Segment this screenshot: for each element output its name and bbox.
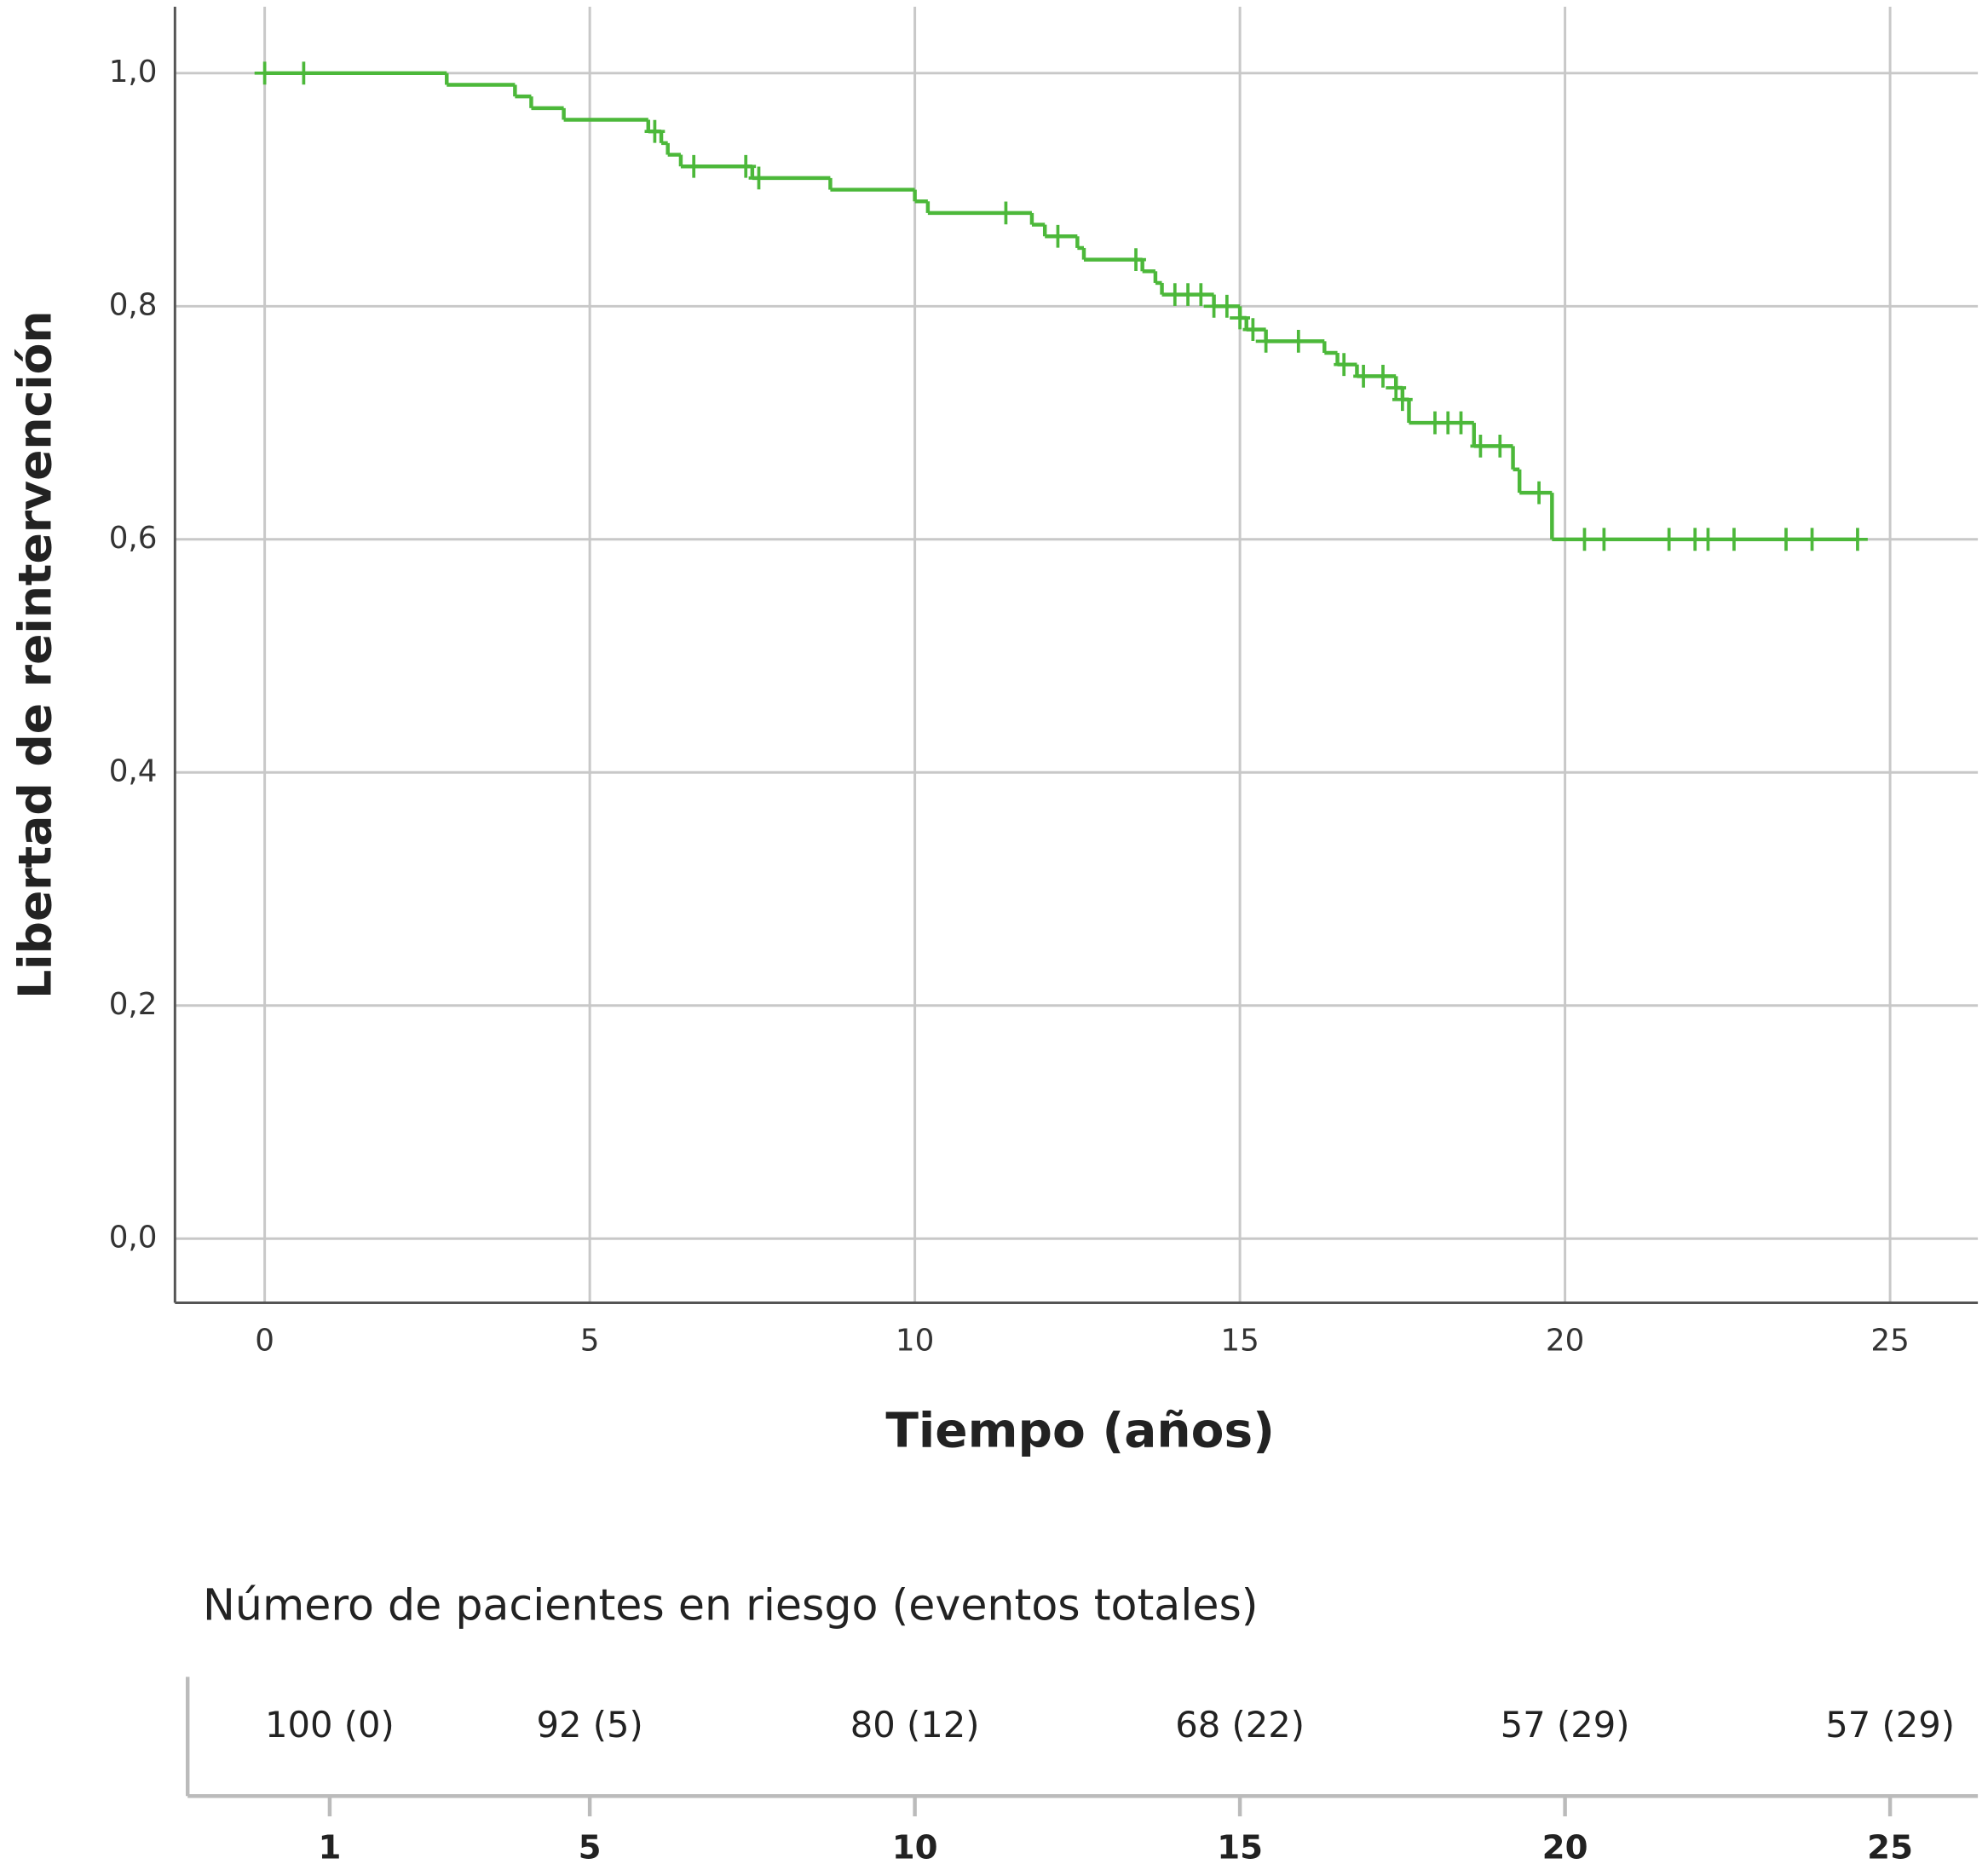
censor-mark bbox=[1126, 248, 1146, 271]
risk-tick-label: 10 bbox=[892, 1828, 938, 1867]
censor-mark bbox=[1334, 353, 1355, 377]
censor-mark bbox=[1697, 528, 1719, 551]
censor-mark bbox=[1242, 318, 1264, 342]
x-tick-label: 15 bbox=[1220, 1324, 1259, 1359]
y-tick-label: 0,4 bbox=[109, 753, 158, 788]
censor-mark bbox=[644, 119, 666, 143]
risk-tick-label: 15 bbox=[1217, 1828, 1263, 1867]
censor-mark bbox=[1450, 411, 1472, 435]
censor-mark bbox=[1386, 376, 1407, 400]
y-tick-label: 1,0 bbox=[109, 55, 158, 89]
censor-mark bbox=[995, 201, 1017, 225]
x-tick-label: 25 bbox=[1870, 1324, 1909, 1359]
risk-cell: 100 (0) bbox=[265, 1704, 395, 1746]
censor-mark bbox=[683, 154, 705, 178]
censor-mark bbox=[1801, 528, 1823, 551]
risk-cell: 80 (12) bbox=[850, 1704, 980, 1746]
risk-tick-label: 25 bbox=[1867, 1828, 1913, 1867]
censor-mark bbox=[1216, 294, 1237, 318]
x-axis-title: Tiempo (años) bbox=[885, 1403, 1275, 1458]
censor-mark bbox=[1255, 329, 1276, 353]
censor-mark bbox=[1353, 364, 1374, 388]
x-tick-label: 0 bbox=[255, 1324, 274, 1359]
censor-mark bbox=[1047, 224, 1069, 248]
risk-cell: 68 (22) bbox=[1175, 1704, 1305, 1746]
censor-mark bbox=[1470, 435, 1491, 458]
x-tick-label: 20 bbox=[1546, 1324, 1584, 1359]
censor-mark bbox=[1490, 435, 1511, 458]
y-tick-label: 0,0 bbox=[109, 1220, 158, 1255]
risk-tick-label: 1 bbox=[318, 1828, 341, 1867]
risk-cell: 92 (5) bbox=[536, 1704, 642, 1746]
risk-cell: 57 (29) bbox=[1501, 1704, 1630, 1746]
censor-mark bbox=[1658, 528, 1680, 551]
y-tick-label: 0,8 bbox=[109, 287, 158, 322]
risk-tick-label: 5 bbox=[579, 1828, 602, 1867]
censor-mark bbox=[1776, 528, 1796, 551]
censor-mark bbox=[735, 154, 757, 178]
x-tick-label: 10 bbox=[896, 1324, 934, 1359]
censor-mark bbox=[1529, 481, 1549, 505]
y-tick-label: 0,6 bbox=[109, 521, 158, 556]
risk-table-title: Número de pacientes en riesgo (eventos t… bbox=[203, 1580, 1259, 1630]
censor-mark bbox=[1230, 306, 1251, 330]
censor-mark bbox=[254, 61, 275, 85]
risk-cell: 57 (29) bbox=[1825, 1704, 1955, 1746]
censor-mark bbox=[1724, 528, 1744, 551]
censor-mark bbox=[1288, 329, 1309, 353]
risk-tick-label: 20 bbox=[1542, 1828, 1588, 1867]
censor-mark bbox=[1593, 528, 1615, 551]
censor-mark bbox=[1373, 364, 1393, 388]
y-tick-label: 0,2 bbox=[109, 987, 158, 1022]
censor-mark bbox=[1574, 528, 1595, 551]
censor-mark bbox=[1847, 528, 1868, 551]
censor-mark bbox=[1190, 283, 1212, 307]
y-axis-title: Libertad de reintervención bbox=[8, 310, 61, 998]
censor-mark bbox=[748, 166, 769, 190]
censor-mark bbox=[293, 61, 314, 85]
x-tick-label: 5 bbox=[580, 1324, 600, 1359]
censor-mark bbox=[1392, 388, 1413, 412]
